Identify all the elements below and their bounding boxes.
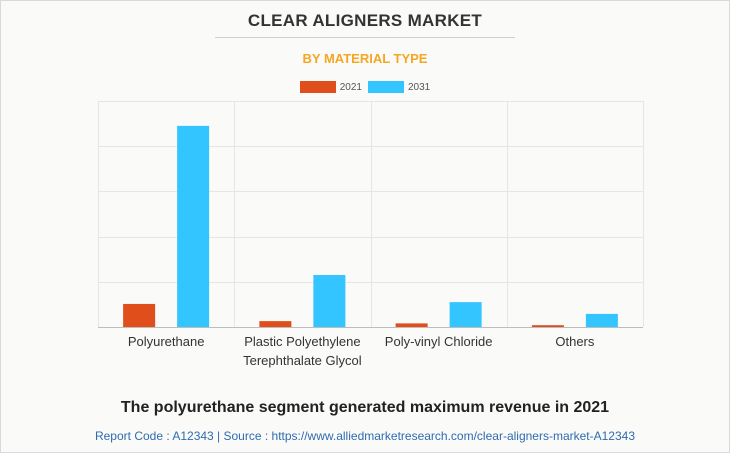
legend-label-2031: 2031: [408, 81, 431, 93]
report-source-footer[interactable]: Report Code : A12343 | Source : https://…: [94, 429, 636, 443]
legend-item-2031[interactable]: 2031: [368, 81, 430, 93]
legend-label-2021: 2021: [339, 81, 362, 93]
legend-swatch-2031: [368, 81, 404, 93]
legend-item-2021[interactable]: 2021: [299, 81, 362, 93]
x-tick-label-1-0: Plastic Polyethylene: [244, 334, 360, 349]
title-divider: [215, 37, 515, 38]
chart-legend: 2021 2031: [0, 80, 730, 94]
chart-title: CLEAR ALIGNERS MARKET: [247, 11, 483, 30]
bar-2031-cat-2: [449, 302, 482, 327]
chart-subtitle: BY MATERIAL TYPE: [302, 51, 428, 66]
bar-2021-cat-3: [531, 325, 564, 327]
bar-2031-cat-1: [313, 275, 346, 327]
bar-2021-cat-1: [259, 321, 292, 327]
x-tick-label-0-0: Polyurethane: [128, 334, 205, 349]
x-tick-label-3-0: Others: [555, 334, 595, 349]
chart-headline: The polyurethane segment generated maxim…: [120, 399, 610, 416]
bar-2031-cat-3: [585, 313, 618, 327]
bar-2021-cat-0: [123, 303, 156, 327]
bar-2021-cat-2: [395, 323, 428, 327]
legend-swatch-2021: [299, 81, 336, 93]
x-tick-label-2-0: Poly-vinyl Chloride: [385, 334, 493, 349]
x-tick-label-1-1: Terephthalate Glycol: [243, 353, 362, 368]
bar-2031-cat-0: [177, 125, 210, 327]
